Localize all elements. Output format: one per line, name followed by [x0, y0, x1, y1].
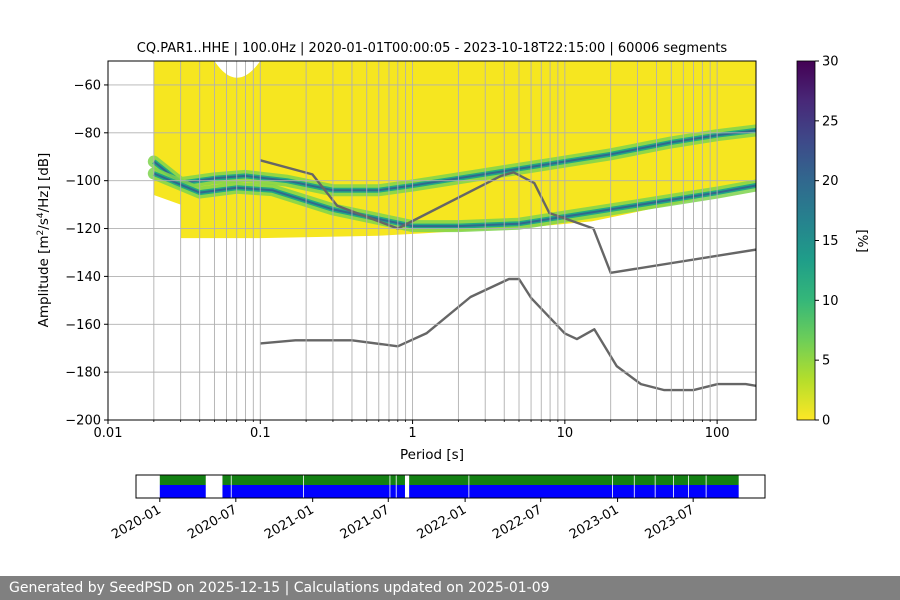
footer-caption: Generated by SeedPSD on 2025-12-15 | Cal…	[0, 576, 900, 600]
timeline-tick-label: 2022-01	[415, 502, 470, 542]
availability-gap	[205, 475, 223, 498]
x-tick-label: 1	[408, 426, 416, 441]
x-tick-label: 0.01	[94, 426, 123, 441]
timeline-tick-label: 2020-01	[109, 502, 164, 542]
y-tick-label: −80	[74, 126, 101, 141]
timeline-tick-label: 2023-07	[643, 502, 698, 542]
psd-plot: 0.01 0.1 1 10 100 −200 −180 −160 −140 −120 −100 −80…	[65, 60, 757, 441]
timeline-tick-label: 2021-01	[262, 502, 317, 542]
colorbar-tick-label: 30	[822, 55, 839, 70]
timeline-tick-label: 2020-07	[185, 502, 240, 542]
y-tick-label: −60	[74, 78, 101, 93]
y-tick-label: −160	[65, 318, 101, 333]
timeline-tick-label: 2021-07	[338, 502, 393, 542]
colorbar-tick-label: 0	[822, 414, 830, 429]
colorbar-tick-label: 15	[822, 234, 839, 249]
x-axis-label: Period [s]	[400, 447, 464, 463]
colorbar-tick-label: 5	[822, 354, 830, 369]
y-tick-label: −140	[65, 270, 101, 285]
grid	[107, 61, 756, 421]
y-tick-label: −100	[65, 174, 101, 189]
y-tick-label: −120	[65, 222, 101, 237]
plot-frame	[107, 60, 757, 421]
availability-bar-green	[159, 475, 739, 485]
density-notch	[214, 61, 261, 78]
y-tick-label: −200	[65, 414, 101, 429]
density-band-core	[153, 172, 756, 228]
timeline-frame	[135, 474, 766, 499]
y-axis-label: Amplitude [m2/s4/Hz] [dB]	[36, 153, 52, 328]
colorbar-gradient	[796, 60, 816, 421]
colorbar-label: [%]	[854, 229, 870, 252]
availability-bar-blue	[159, 485, 739, 498]
chart-title: CQ.PAR1..HHE | 100.0Hz | 2020-01-01T00:0…	[137, 41, 728, 56]
nhnm-curve	[259, 159, 756, 274]
colorbar: 0 5 10 15 20 25 30 [%]	[796, 55, 870, 429]
data-availability-timeline: 2020-01 2020-07 2021-01 2021-07 2022-01 2022-…	[109, 474, 766, 543]
x-tick-label: 0.1	[250, 426, 271, 441]
x-tick-label: 100	[705, 426, 730, 441]
timeline-tick-label: 2022-07	[490, 502, 545, 542]
x-tick-label: 10	[557, 426, 574, 441]
y-tick-label: −180	[65, 366, 101, 381]
colorbar-tick-label: 10	[822, 294, 839, 309]
colorbar-tick-label: 25	[822, 114, 839, 129]
colorbar-tick-label: 20	[822, 174, 839, 189]
timeline-tick-label: 2023-01	[567, 502, 622, 542]
density-field	[153, 61, 756, 239]
availability-gap	[404, 475, 410, 498]
